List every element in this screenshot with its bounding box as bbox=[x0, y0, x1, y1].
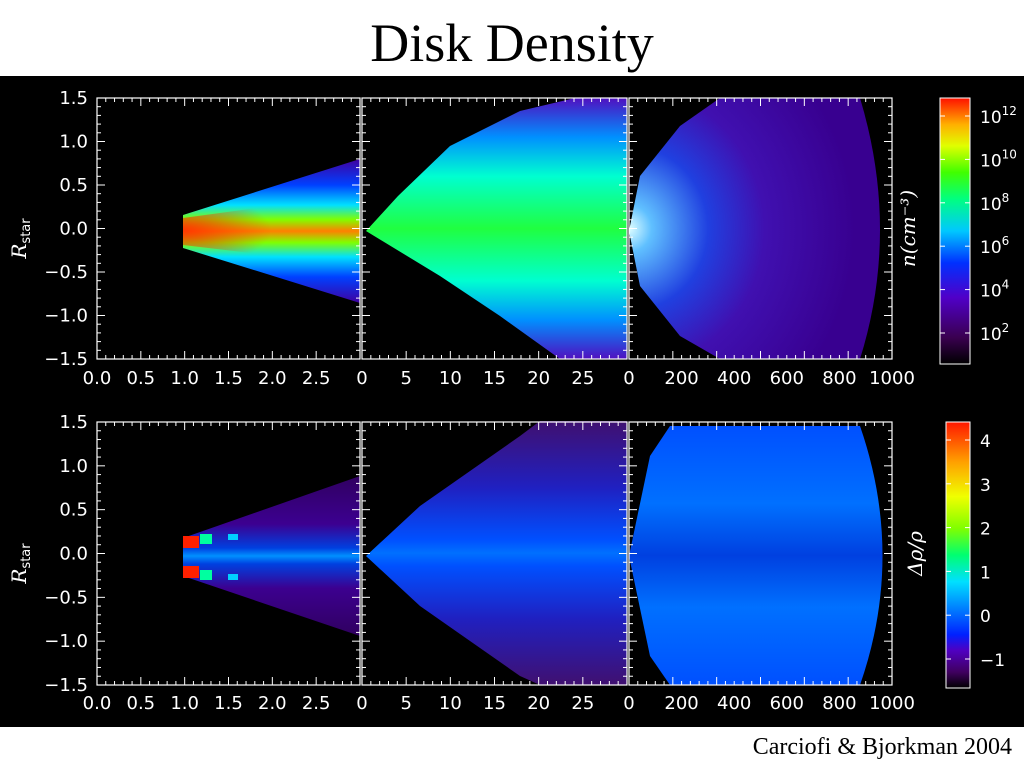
y-tick-label: 0.0 bbox=[59, 219, 88, 240]
x-tick-label: 0 bbox=[356, 368, 367, 389]
x-tick-label: 2.5 bbox=[302, 693, 331, 714]
x-tick-label: 600 bbox=[770, 693, 804, 714]
x-tick-label: 25 bbox=[571, 693, 594, 714]
x-tick-label: 200 bbox=[664, 693, 698, 714]
x-tick-label: 200 bbox=[664, 368, 698, 389]
y-tick-label: −0.5 bbox=[44, 262, 88, 283]
x-tick-label: 2.5 bbox=[302, 368, 331, 389]
colorbar-tick-label: 3 bbox=[980, 476, 991, 496]
y-tick-label: 0.0 bbox=[59, 544, 88, 565]
citation: Carciofi & Bjorkman 2004 bbox=[752, 734, 1012, 760]
x-tick-label: 1.0 bbox=[170, 693, 199, 714]
x-tick-label: 0.5 bbox=[127, 368, 156, 389]
x-tick-label: 1000 bbox=[869, 368, 915, 389]
delta-colorbar bbox=[945, 421, 971, 689]
colorbar-tick-label: 1010 bbox=[980, 147, 1017, 171]
axes-layer: 0.0 0.5 1.0 1.5 2.0 2.5 0 5 10 15 20 25 0 200 400 600 80… bbox=[7, 88, 915, 714]
colorbar-tick-label: 102 bbox=[980, 321, 1009, 345]
y-tick-label: 1.0 bbox=[59, 456, 88, 477]
top-panel-3-map bbox=[629, 98, 880, 359]
figure-area: 0.0 0.5 1.0 1.5 2.0 2.5 0 5 10 15 20 25 0 200 400 600 80… bbox=[0, 76, 1024, 727]
colorbar-tick-label: 1012 bbox=[980, 104, 1017, 128]
y-tick-label: −1.0 bbox=[44, 631, 88, 652]
colorbar-tick-label: 104 bbox=[980, 278, 1009, 302]
colorbar-tick-label: 108 bbox=[980, 191, 1009, 215]
x-tick-label: 15 bbox=[483, 368, 506, 389]
x-tick-label: 20 bbox=[527, 693, 550, 714]
top-panel-1-map bbox=[183, 159, 360, 303]
x-tick-label: 600 bbox=[770, 368, 804, 389]
x-tick-label: 800 bbox=[822, 368, 856, 389]
y-tick-label: −1.5 bbox=[44, 349, 88, 370]
x-tick-label: 400 bbox=[717, 368, 751, 389]
density-figure: 0.0 0.5 1.0 1.5 2.0 2.5 0 5 10 15 20 25 0 200 400 600 80… bbox=[7, 88, 1017, 714]
y-axis-label: Rstar bbox=[7, 543, 34, 585]
x-tick-label: 1000 bbox=[869, 693, 915, 714]
density-colorbar bbox=[939, 97, 971, 365]
x-tick-label: 20 bbox=[527, 368, 550, 389]
x-tick-label: 0.0 bbox=[83, 693, 112, 714]
top-panel-2-map bbox=[366, 98, 627, 359]
colorbar-tick-label: −1 bbox=[980, 651, 1005, 671]
colorbar-tick-label: 1 bbox=[980, 563, 991, 583]
colorbar-ticks: n(cm⁻³) 1012 1010 108 106 104 102 Δρ/ρ 4 3 2 1 0 −1 bbox=[896, 104, 1017, 671]
y-tick-label: −0.5 bbox=[44, 587, 88, 608]
x-tick-label: 800 bbox=[822, 693, 856, 714]
plot-row-2: 0.0 0.5 1.0 1.5 2.0 2.5 0 5 10 15 20 25 0 200 400 600 80… bbox=[7, 412, 915, 714]
y-axis-label: Rstar bbox=[7, 218, 34, 260]
colorbar-label: Δρ/ρ bbox=[903, 531, 927, 577]
colorbar-tick-label: 0 bbox=[980, 607, 991, 627]
x-tick-label: 5 bbox=[400, 368, 411, 389]
colorbar-tick-label: 4 bbox=[980, 432, 991, 452]
x-tick-label: 0.5 bbox=[127, 693, 156, 714]
y-tick-label: 1.5 bbox=[59, 88, 88, 109]
x-tick-label: 2.0 bbox=[258, 368, 287, 389]
bottom-panel-3-map bbox=[629, 426, 883, 685]
colorbar-tick-label: 2 bbox=[980, 520, 991, 540]
x-tick-label: 0 bbox=[356, 693, 367, 714]
y-tick-label: −1.5 bbox=[44, 675, 88, 696]
bottom-panel-1-map bbox=[183, 476, 360, 636]
x-tick-label: 25 bbox=[571, 368, 594, 389]
bottom-panel-2-map bbox=[366, 421, 627, 685]
x-tick-label: 10 bbox=[439, 368, 462, 389]
x-tick-label: 1.5 bbox=[214, 368, 243, 389]
colorbar-tick-label: 106 bbox=[980, 234, 1009, 258]
x-tick-label: 15 bbox=[483, 693, 506, 714]
x-tick-label: 1.0 bbox=[170, 368, 199, 389]
x-tick-label: 2.0 bbox=[258, 693, 287, 714]
x-tick-label: 0 bbox=[623, 693, 634, 714]
y-tick-label: 1.5 bbox=[59, 412, 88, 433]
x-tick-label: 400 bbox=[717, 693, 751, 714]
y-tick-label: 1.0 bbox=[59, 132, 88, 153]
y-tick-label: −1.0 bbox=[44, 306, 88, 327]
x-tick-label: 0 bbox=[623, 368, 634, 389]
y-tick-label: 0.5 bbox=[59, 500, 88, 521]
colorbar-label: n(cm⁻³) bbox=[896, 190, 920, 267]
y-tick-label: 0.5 bbox=[59, 175, 88, 196]
plot-row-1: 0.0 0.5 1.0 1.5 2.0 2.5 0 5 10 15 20 25 0 200 400 600 80… bbox=[7, 88, 915, 389]
slide-title: Disk Density bbox=[370, 13, 654, 73]
x-tick-label: 10 bbox=[439, 693, 462, 714]
x-tick-label: 0.0 bbox=[83, 368, 112, 389]
x-tick-label: 5 bbox=[400, 693, 411, 714]
x-tick-label: 1.5 bbox=[214, 693, 243, 714]
